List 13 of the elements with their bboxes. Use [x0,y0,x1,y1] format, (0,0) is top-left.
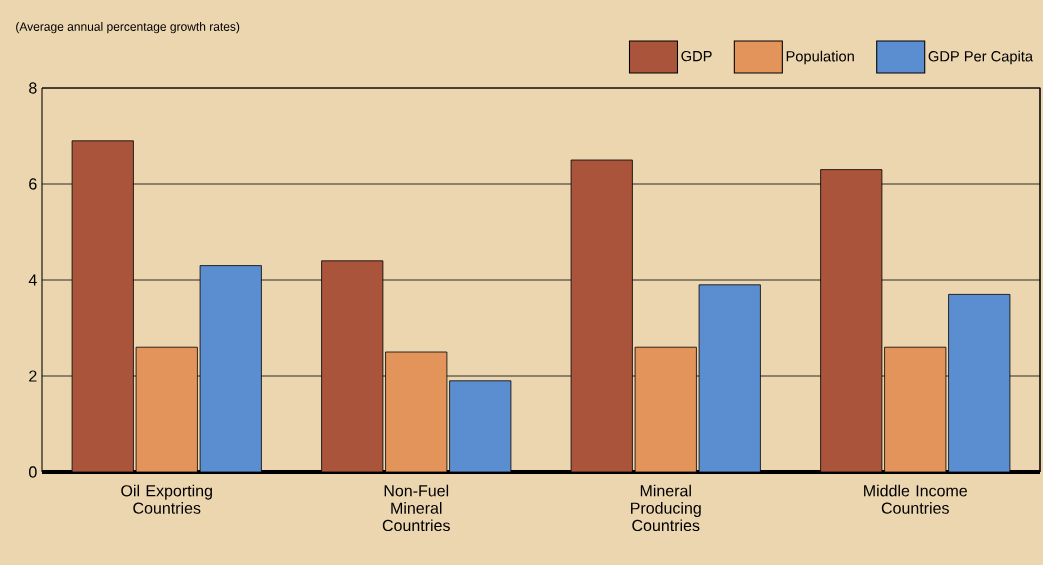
text: (Average annual percentage growth rates) [16,22,240,34]
legend-label: GDP [681,50,712,62]
y-tick-label: 0 [29,466,37,478]
y-tick-label: 8 [29,82,37,94]
x-tick-label: Mineral Producing Countries [631,484,701,532]
legend-label: Population [786,50,854,65]
y-tick-label: 2 [29,370,37,382]
y-tick-label: 6 [29,178,37,190]
x-tick-label: Non-Fuel Mineral Countries [382,484,450,532]
x-tick-label: Middle Income Countries [864,484,967,514]
legend-label: GDP Per Capita [928,50,1034,65]
y-tick-label: 4 [28,274,37,286]
x-tick-label: Oil Exporting Countries [121,484,212,514]
